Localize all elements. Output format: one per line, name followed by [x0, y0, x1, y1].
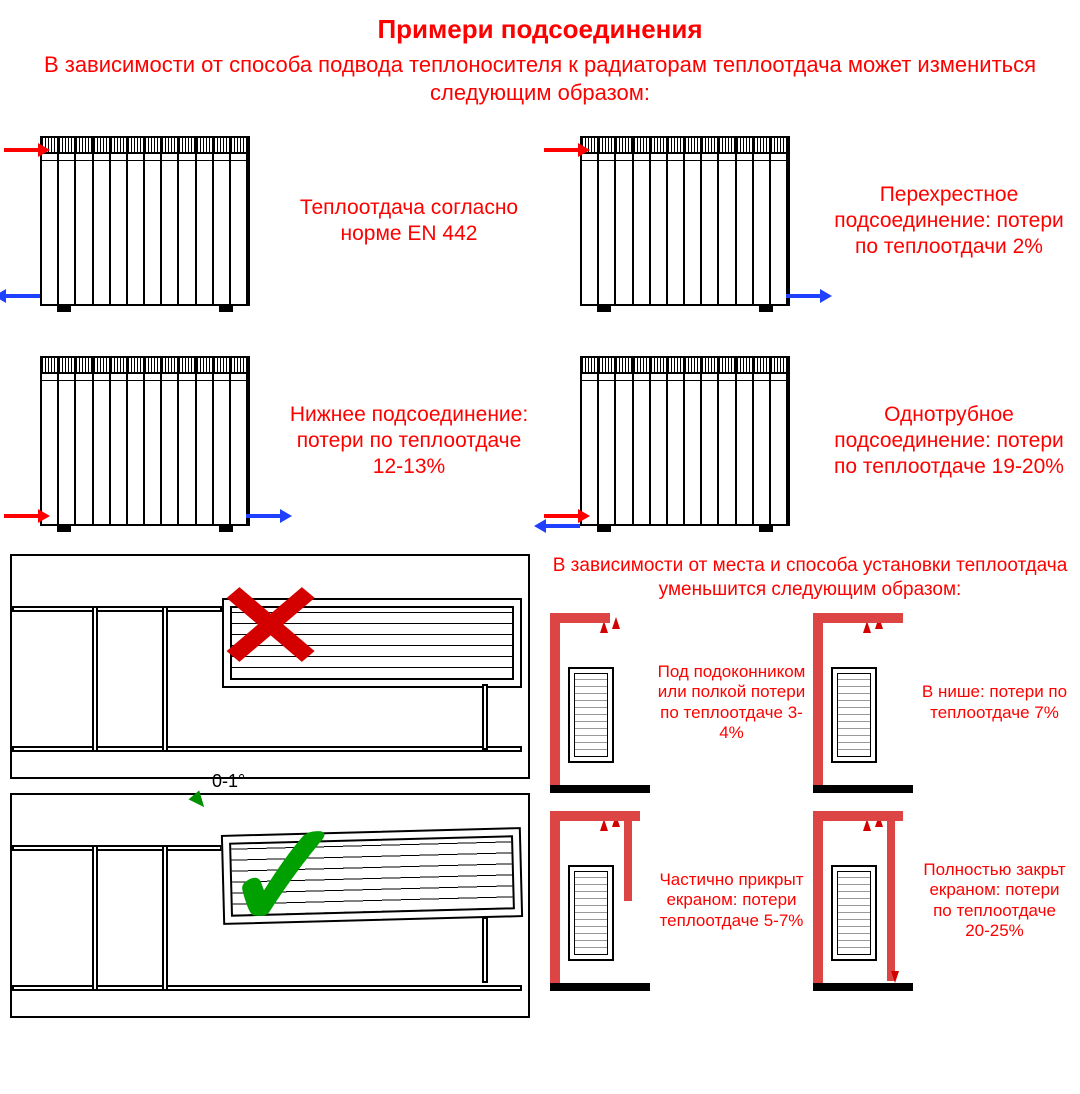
page-title: Примери подсоединения	[0, 14, 1080, 45]
radiator-diagram	[10, 346, 280, 536]
placement-diagram	[550, 613, 650, 793]
connection-cell: Однотрубное подсоединение: потери по теп…	[550, 336, 1070, 546]
wrong-install-diagram: ✕	[10, 554, 530, 779]
correct-install-diagram: 0-1° ✓	[10, 793, 530, 1018]
connection-label: Перехрестное подсоединение: потери по те…	[828, 182, 1070, 261]
placement-diagram	[550, 811, 650, 991]
placement-label: Под подоконником или полкой потери по те…	[656, 662, 807, 744]
placement-label: Полностью закрьт екраном: потери по тепл…	[919, 860, 1070, 942]
connection-label: Теплоотдача согласно норме EN 442	[288, 195, 530, 248]
placement-grid: Под подоконником или полкой потери по те…	[550, 608, 1070, 996]
connection-label: Нижнее подсоединение: потери по теплоотд…	[288, 402, 530, 481]
connection-subtitle: В зависимости от способа подвода теплоно…	[40, 51, 1040, 106]
placement-diagram	[813, 613, 913, 793]
radiator-diagram	[10, 126, 280, 316]
connection-cell: Теплоотдача согласно норме EN 442	[10, 116, 530, 326]
placement-label: В нише: потери по теплоотдаче 7%	[919, 682, 1070, 723]
radiator-diagram	[550, 346, 820, 536]
connection-cell: Нижнее подсоединение: потери по теплоотд…	[10, 336, 530, 546]
tilt-angle-label: 0-1°	[212, 771, 245, 792]
placement-cell: Под подоконником или полкой потери по те…	[550, 608, 807, 798]
connection-label: Однотрубное подсоединение: потери по теп…	[828, 402, 1070, 481]
placement-cell: Полностью закрьт екраном: потери по тепл…	[813, 806, 1070, 996]
bottom-section: ✕ 0-1° ✓ В зависимости от места и способ…	[0, 546, 1080, 1032]
angle-arrow-icon	[188, 790, 209, 811]
connection-cell: Перехрестное подсоединение: потери по те…	[550, 116, 1070, 326]
placement-cell: В нише: потери по теплоотдаче 7%	[813, 608, 1070, 798]
placement-subtitle: В зависимости от места и способа установ…	[550, 554, 1070, 602]
placement-cell: Частично прикрыт екраном: потери теплоот…	[550, 806, 807, 996]
placement-label: Частично прикрыт екраном: потери теплоот…	[656, 870, 807, 931]
placement-diagram	[813, 811, 913, 991]
radiator-diagram	[550, 126, 820, 316]
connection-grid: Теплоотдача согласно норме EN 442 Перехре…	[0, 116, 1080, 546]
